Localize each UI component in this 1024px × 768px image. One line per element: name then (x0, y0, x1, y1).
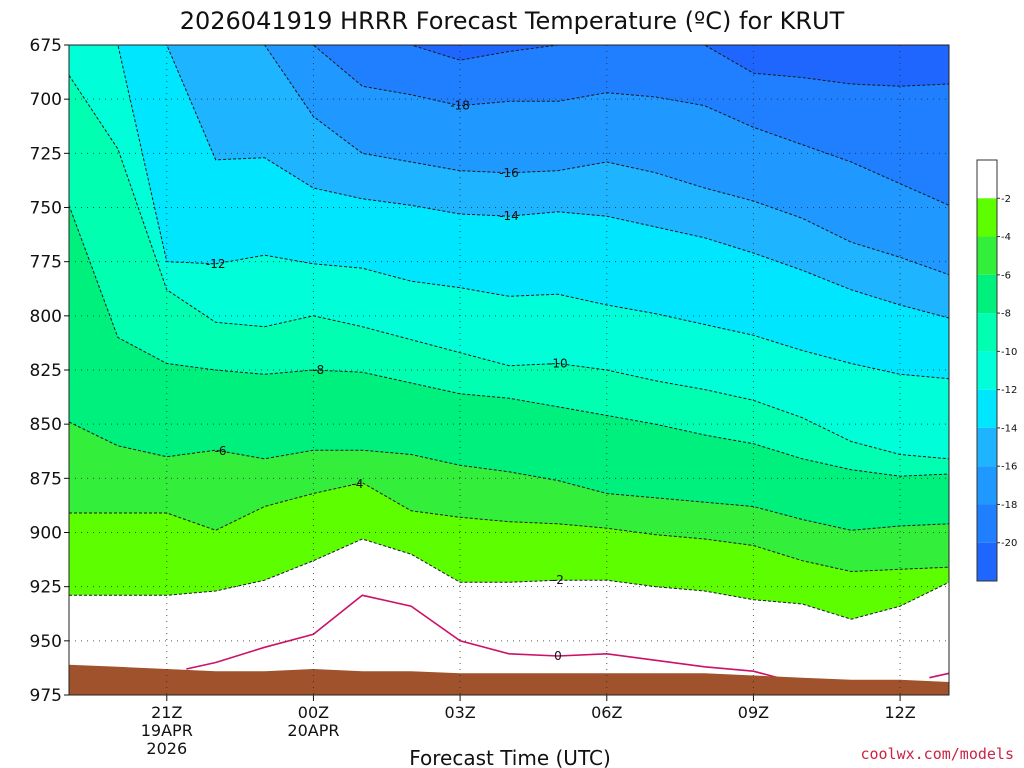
colorbar-swatch (977, 160, 997, 199)
band-warmer-than--6 (69, 422, 949, 572)
y-tick-label: 850 (30, 415, 62, 435)
y-tick-label: 925 (30, 578, 62, 598)
x-tick-label: 12Z (884, 703, 915, 722)
isotherm--12 (69, 44, 950, 380)
band-warmer-than--20 (69, 45, 949, 206)
colorbar-label: -16 (1001, 462, 1017, 473)
isotherm-label: -12 (206, 257, 226, 271)
x-tick-label: 03Z (444, 703, 475, 722)
y-tick-label: 750 (30, 199, 62, 219)
x-tick-label: 21Z (151, 703, 182, 722)
isotherm-label: -8 (312, 363, 324, 377)
x-tick-label: 09Z (738, 703, 769, 722)
isotherm-label: -6 (215, 444, 227, 458)
colorbar-swatch (977, 198, 997, 237)
colorbar-label: -14 (1001, 423, 1017, 434)
band-warmer-than--16 (69, 45, 949, 318)
colorbar-frame (976, 159, 998, 582)
band-warmer-than--18 (69, 45, 949, 275)
terrain-ground (69, 664, 949, 695)
colorbar-swatch (977, 504, 997, 543)
x-tick-label: 00Z (298, 703, 329, 722)
isotherm-label: -4 (351, 477, 363, 491)
isotherm--14 (69, 44, 950, 319)
colorbar-label: -18 (1001, 500, 1017, 511)
band-warmer-than--8 (69, 205, 949, 531)
isotherm--10 (68, 75, 950, 460)
y-tick-label: 700 (30, 90, 62, 110)
x-axis-title: Forecast Time (UTC) (409, 746, 611, 768)
y-tick-label: 825 (30, 361, 62, 381)
colorbar-swatch (977, 542, 997, 581)
isotherm--4 (69, 482, 950, 573)
y-tick-label: 800 (30, 307, 62, 327)
colorbar-swatch (977, 389, 997, 428)
band-warmer-than--12 (69, 45, 949, 459)
colorbar-swatch (977, 351, 997, 390)
band-warmer-than--14 (69, 45, 949, 379)
freezing-line (186, 594, 779, 679)
isotherm--2 (69, 538, 950, 620)
y-tick-label: 725 (30, 144, 62, 164)
chart-title: 2026041919 HRRR Forecast Temperature (ºC… (180, 7, 845, 35)
x-tick-sublabel: 19APR (141, 721, 193, 740)
isotherm-label: -10 (548, 357, 568, 371)
isotherm--8 (68, 205, 950, 477)
band-warmer-than--4 (69, 482, 949, 620)
colorbar-label: -8 (1001, 309, 1011, 320)
band-warmer-than--10 (69, 75, 949, 477)
isotherm--6 (68, 421, 950, 531)
x-tick-label: 06Z (591, 703, 622, 722)
freezing-line-label: 0 (554, 649, 562, 663)
colorbar-label: -6 (1001, 270, 1011, 281)
band-warmer-than--2 (69, 539, 949, 695)
colorbar-label: -4 (1001, 232, 1011, 243)
colorbar-label: -20 (1001, 538, 1017, 549)
colorbar-label: -2 (1001, 194, 1011, 205)
colorbar-swatch (977, 466, 997, 505)
colorbar-swatch (977, 236, 997, 275)
y-tick-label: 675 (30, 36, 62, 56)
colorbar-label: -12 (1001, 385, 1017, 396)
x-tick-sublabel: 2026 (146, 739, 187, 758)
y-tick-label: 875 (30, 469, 62, 489)
isotherm-label: -14 (499, 209, 519, 223)
y-tick-label: 775 (30, 253, 62, 273)
colorbar-legend: -2 -4 -6 -8 -10 -12 -14 -16 -18 -20 (976, 159, 1017, 582)
isotherm-label: -16 (499, 166, 519, 180)
y-tick-label: 900 (30, 524, 62, 544)
y-axis: 675 700 725 750 775 800 825 850 875 900 925 950 975 (30, 36, 69, 706)
colorbar-swatch (977, 427, 997, 467)
y-tick-label: 950 (30, 632, 62, 652)
isotherm-label: -2 (552, 573, 564, 587)
colorbar-swatch (977, 274, 997, 314)
y-tick-label: 975 (30, 686, 62, 706)
credit-text: coolwx.com/models (860, 745, 1014, 763)
x-tick-sublabel: 20APR (287, 721, 339, 740)
colorbar-label: -10 (1001, 347, 1017, 358)
colorbar-swatch (977, 313, 997, 352)
freezing-line-tail (929, 672, 950, 679)
plot-area (69, 45, 949, 695)
